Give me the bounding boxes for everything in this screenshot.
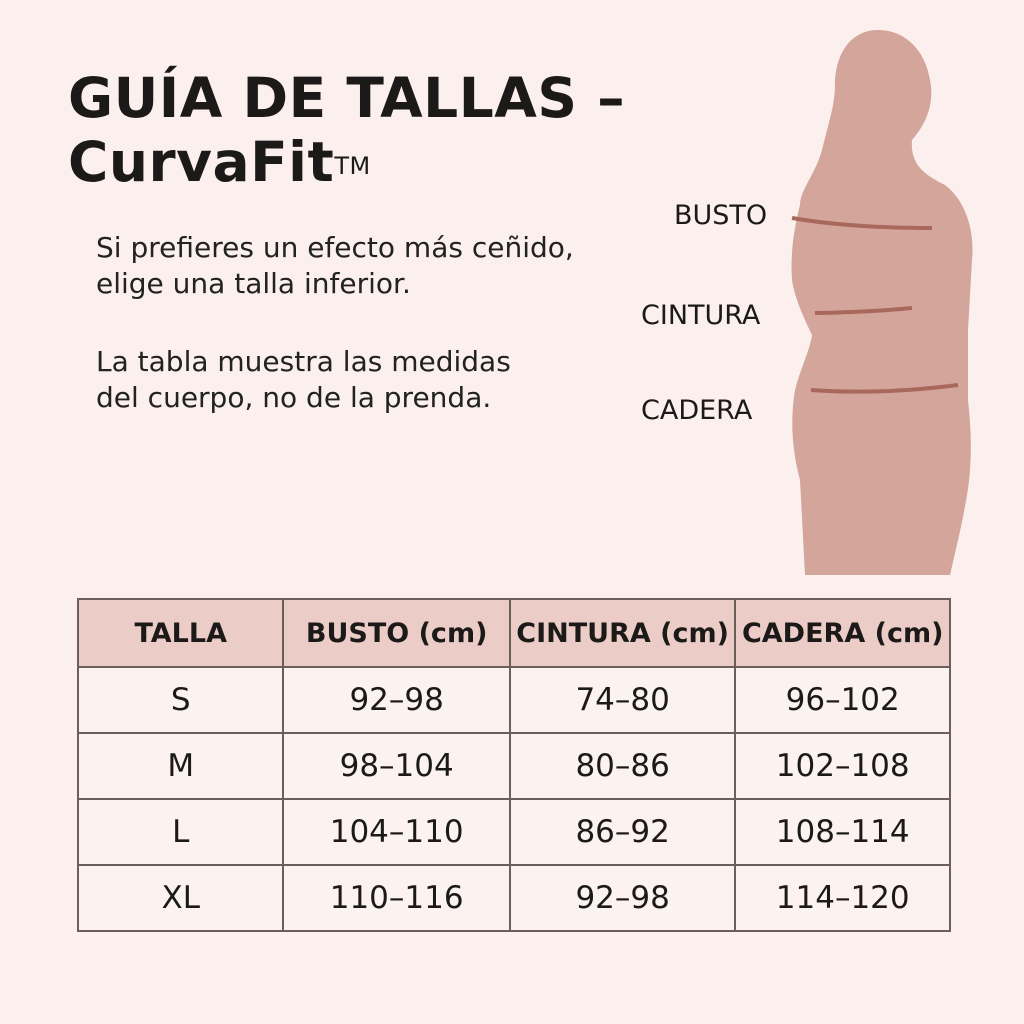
title-line-2: CurvaFitTM — [68, 130, 625, 194]
note-body-measures: La tabla muestra las medidas del cuerpo,… — [96, 344, 511, 416]
cell-bust: 110–116 — [282, 864, 511, 932]
cell-size: XL — [76, 864, 285, 932]
cell-size: M — [76, 732, 285, 800]
cell-waist: 74–80 — [508, 666, 737, 734]
cell-hip: 96–102 — [734, 666, 951, 734]
hip-line — [810, 383, 959, 394]
table-row: XL 110–116 92–98 114–120 — [76, 864, 951, 932]
cell-bust: 92–98 — [282, 666, 511, 734]
cell-size: S — [76, 666, 285, 734]
cell-hip: 114–120 — [734, 864, 951, 932]
table-row: S 92–98 74–80 96–102 — [76, 666, 951, 734]
label-waist: CINTURA — [641, 300, 761, 331]
note-line: elige una talla inferior. — [96, 267, 411, 300]
header-hip: CADERA (cm) — [734, 598, 951, 668]
waist-line — [814, 306, 913, 315]
silhouette-shape — [791, 30, 973, 575]
label-hip: CADERA — [641, 395, 753, 426]
header-bust: BUSTO (cm) — [282, 598, 511, 668]
table-row: M 98–104 80–86 102–108 — [76, 732, 951, 800]
label-bust: BUSTO — [674, 200, 768, 231]
cell-waist: 86–92 — [508, 798, 737, 866]
header-waist: CINTURA (cm) — [508, 598, 737, 668]
cell-hip: 108–114 — [734, 798, 951, 866]
note-fit: Si prefieres un efecto más ceñido, elige… — [96, 230, 574, 302]
brand-name: CurvaFit — [68, 130, 335, 194]
table-row: L 104–110 86–92 108–114 — [76, 798, 951, 866]
table-header-row: TALLA BUSTO (cm) CINTURA (cm) CADERA (cm… — [76, 598, 951, 668]
note-line: del cuerpo, no de la prenda. — [96, 381, 492, 414]
cell-waist: 92–98 — [508, 864, 737, 932]
cell-waist: 80–86 — [508, 732, 737, 800]
header-size: TALLA — [76, 598, 285, 668]
note-line: La tabla muestra las medidas — [96, 345, 511, 378]
page-title: GUÍA DE TALLAS – CurvaFitTM — [68, 66, 625, 194]
body-silhouette — [791, 30, 973, 575]
note-line: Si prefieres un efecto más ceñido, — [96, 231, 574, 264]
trademark: TM — [334, 152, 371, 180]
cell-bust: 98–104 — [282, 732, 511, 800]
cell-bust: 104–110 — [282, 798, 511, 866]
cell-size: L — [76, 798, 285, 866]
title-line-1: GUÍA DE TALLAS – — [68, 66, 626, 130]
cell-hip: 102–108 — [734, 732, 951, 800]
size-table: TALLA BUSTO (cm) CINTURA (cm) CADERA (cm… — [76, 598, 951, 932]
bust-line — [791, 216, 933, 230]
